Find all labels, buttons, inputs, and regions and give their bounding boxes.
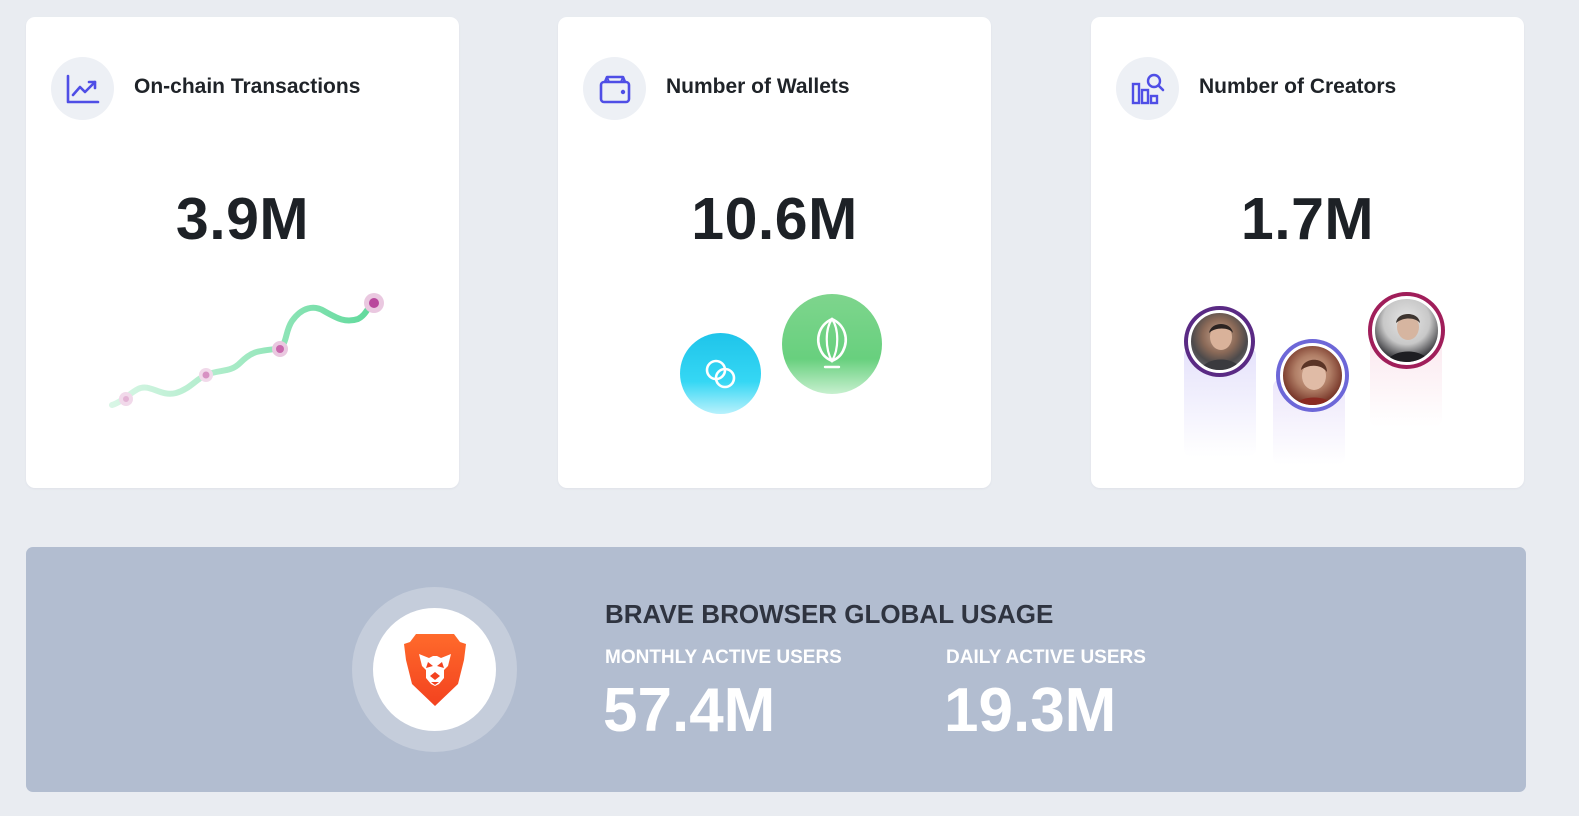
uphold-logo (782, 294, 882, 394)
card-title: On-chain Transactions (134, 75, 361, 98)
transactions-card: On-chain Transactions 3.9M (26, 17, 459, 488)
gemini-logo (680, 333, 761, 414)
wallets-card: Number of Wallets 10.6M (558, 17, 991, 488)
trending-up-chart-icon (51, 57, 114, 120)
creator-avatar-2 (1276, 339, 1349, 412)
banner-title: BRAVE BROWSER GLOBAL USAGE (605, 599, 1054, 629)
card-title: Number of Wallets (666, 75, 850, 98)
brave-usage-banner: BRAVE BROWSER GLOBAL USAGE MONTHLY ACTIV… (26, 547, 1526, 792)
sparkline-path (109, 298, 377, 408)
creator-avatar-1 (1184, 306, 1255, 377)
daily-active-users-label: DAILY ACTIVE USERS (946, 647, 1146, 668)
transactions-sparkline (80, 255, 403, 408)
brave-logo-container (352, 587, 517, 752)
daily-active-users-value: 19.3M (944, 676, 1117, 745)
brave-lion-logo (403, 633, 466, 706)
sparkline-markers (119, 293, 384, 406)
monthly-active-users-value: 57.4M (603, 676, 776, 745)
creator-avatar-3 (1368, 292, 1445, 369)
card-title: Number of Creators (1199, 75, 1397, 98)
card-value: 3.9M (175, 186, 310, 252)
wallet-icon (583, 57, 646, 120)
monthly-active-users-label: MONTHLY ACTIVE USERS (605, 647, 842, 668)
card-value: 10.6M (691, 186, 858, 252)
creators-card: Number of Creators 1.7M (1091, 17, 1524, 488)
chart-gridlines (80, 255, 403, 405)
card-value: 1.7M (1240, 186, 1375, 252)
creator-search-icon (1116, 57, 1179, 120)
